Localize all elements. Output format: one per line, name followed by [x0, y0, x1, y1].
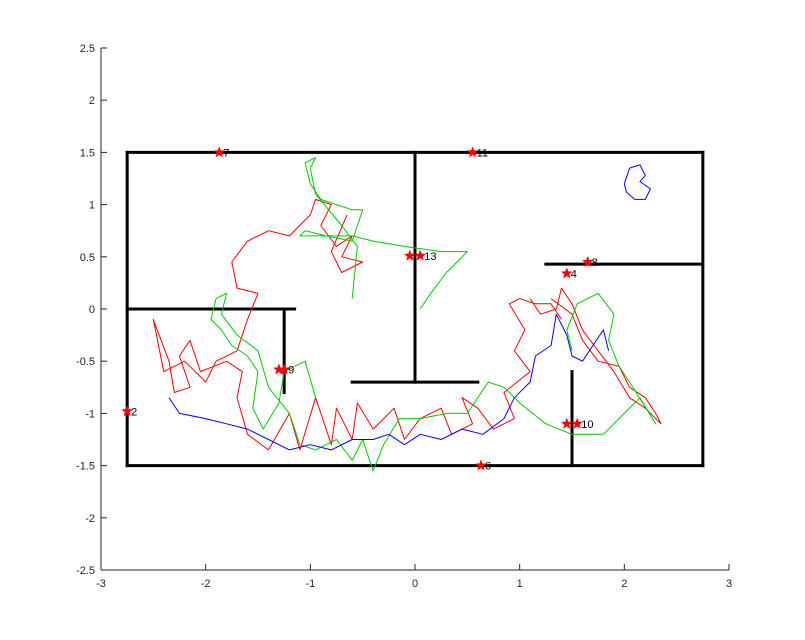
marker-label: 10: [581, 419, 593, 431]
trajectory-line: [529, 287, 662, 425]
marker-label: 13: [424, 251, 436, 263]
y-tick-label: -0.5: [76, 356, 95, 368]
x-ticks: -3 -2 -1 0 1 2 3: [96, 564, 732, 590]
star-marker-icon: [213, 146, 226, 158]
star-marker-icon: [273, 363, 285, 375]
x-tick-label: 0: [412, 578, 418, 590]
y-tick-label: 2: [89, 95, 95, 107]
marker-label: 7: [223, 147, 229, 159]
y-tick-label: -1: [85, 408, 95, 420]
star-marker-icon: [560, 417, 573, 429]
y-tick-label: 0: [89, 304, 95, 316]
y-tick-label: 1.5: [80, 147, 95, 159]
marker-label: 11: [477, 147, 488, 159]
trajectory-line: [152, 198, 562, 451]
trajectory-line: [168, 313, 610, 451]
star-marker-icon: [121, 405, 134, 417]
marker-label: 9: [288, 365, 294, 377]
marker-label: 6: [485, 461, 491, 473]
star-marker-icon: [466, 146, 479, 158]
y-tick-label: 1: [89, 200, 95, 212]
trajectory-line: [210, 292, 657, 472]
y-tick-label: 2.5: [80, 43, 95, 55]
x-tick-label: 2: [621, 578, 627, 590]
y-ticks: -2.5 -2 -1.5 -1 -0.5 0 0.5 1 1.5 2 2.5: [76, 43, 107, 577]
markers: 2 4 6 7 8 9 10 11 13: [121, 146, 598, 473]
star-marker-icon: [571, 417, 584, 429]
y-tick-label: -2: [85, 513, 95, 525]
marker-label: 2: [131, 406, 137, 418]
trajectory-series: [152, 157, 662, 472]
x-tick-label: 3: [726, 578, 732, 590]
y-tick-label: 0.5: [80, 252, 95, 264]
star-marker-icon: [581, 255, 594, 268]
x-tick-label: -1: [305, 578, 315, 590]
x-tick-label: -2: [201, 578, 211, 590]
star-marker-icon: [560, 267, 573, 279]
y-tick-label: -1.5: [76, 461, 95, 473]
trajectory-line: [623, 164, 651, 200]
y-tick-label: -2.5: [76, 565, 95, 577]
star-marker-icon: [475, 459, 487, 471]
marker-label: 4: [571, 269, 577, 281]
x-tick-label: -3: [96, 578, 106, 590]
marker-label: 8: [592, 257, 598, 269]
trajectory-line: [299, 157, 468, 310]
star-marker-icon: [414, 249, 427, 261]
star-marker-icon: [403, 249, 416, 261]
x-tick-label: 1: [517, 578, 523, 590]
